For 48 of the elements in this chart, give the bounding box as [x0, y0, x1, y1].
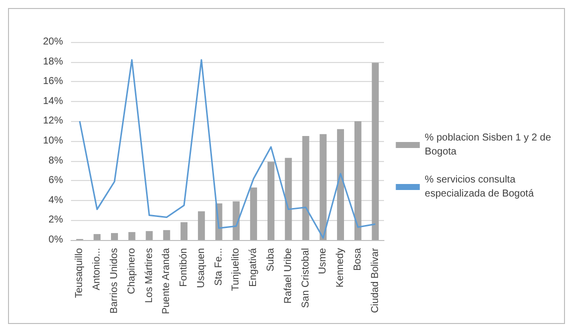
bar — [372, 62, 379, 240]
x-tick-label: Barrios Unidos — [108, 248, 120, 314]
legend-label: % servicios consulta especializada de Bogotá — [424, 174, 534, 200]
y-tick-label: 12% — [42, 116, 64, 127]
y-tick-label: 6% — [48, 175, 64, 186]
x-tick-label: Chapinero — [126, 248, 138, 294]
bar — [180, 222, 188, 240]
y-tick-label: 0% — [48, 234, 64, 246]
bar — [163, 230, 170, 240]
y-tick-label: 2% — [48, 214, 64, 226]
x-tick-label: Teusaquillo — [74, 248, 86, 298]
bar — [250, 188, 258, 240]
y-tick-label: 14% — [42, 96, 64, 107]
bar — [146, 231, 153, 240]
bar — [198, 211, 205, 240]
bar — [284, 158, 292, 240]
bar — [94, 234, 101, 240]
x-tick-label: Rafael Uribe — [282, 248, 294, 304]
y-tick-label: 16% — [42, 76, 64, 88]
bar — [337, 129, 344, 240]
x-tick-label: Suba — [265, 248, 276, 272]
y-tick-label: 4% — [48, 194, 64, 206]
x-tick-label: Ciudad Bolivar — [370, 247, 381, 314]
bar — [302, 136, 310, 240]
bar — [232, 201, 240, 240]
x-tick-label: San Cristobal — [300, 248, 312, 308]
x-tick-label: Engativá — [248, 248, 260, 287]
x-tick-label: Usme — [318, 248, 329, 274]
bar — [110, 233, 118, 240]
y-tick-label: 20% — [42, 36, 64, 48]
y-tick-label: 10% — [42, 136, 64, 146]
x-tick-label: Tunjuelito — [230, 248, 242, 291]
x-tick-label: Fontibón — [178, 248, 190, 287]
x-tick-label: Los Mártires — [144, 248, 155, 304]
x-tick-label: Antonio... — [92, 248, 103, 290]
bar — [267, 162, 274, 240]
y-tick-label: 8% — [48, 155, 64, 166]
bar — [128, 232, 136, 240]
x-tick-label: Kennedy — [335, 248, 346, 288]
x-tick-label: Usaquen — [196, 248, 207, 288]
x-tick-label: Sta Fe... — [213, 248, 224, 286]
legend-label: % poblacion Sisben 1 y 2 de Bogota — [424, 132, 552, 158]
bar — [354, 121, 362, 240]
line-series — [78, 59, 376, 239]
x-tick-label: Bosa — [352, 248, 364, 271]
x-tick-label: Puente Aranda — [161, 248, 172, 314]
y-tick-label: 18% — [42, 56, 64, 68]
bar — [320, 134, 327, 240]
